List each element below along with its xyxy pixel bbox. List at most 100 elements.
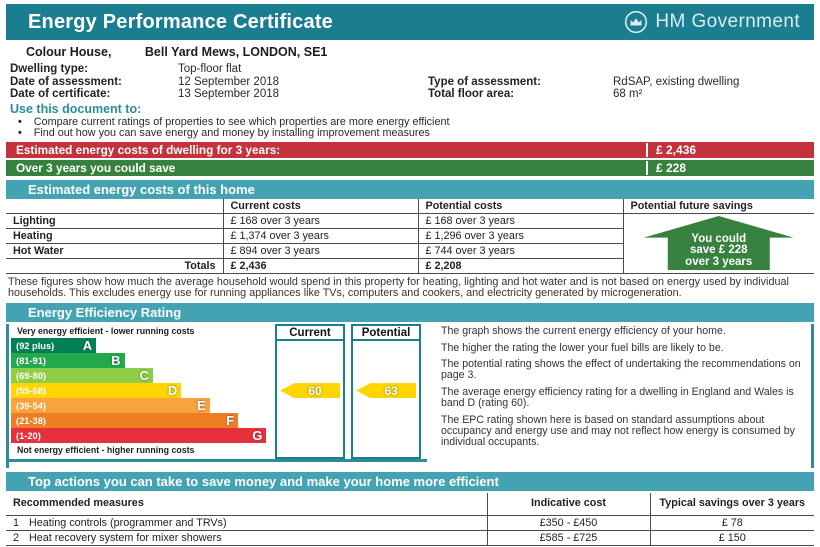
epc-band-e: (39-54) E <box>11 398 210 414</box>
costs-explanation-note: These figures show how much the average … <box>8 275 789 299</box>
crown-icon <box>624 10 648 34</box>
rating-section-body: Very energy efficient - lower running co… <box>6 324 814 469</box>
savings-house-badge: You could save £ 228 over 3 years <box>643 216 794 270</box>
floor-area-label: Total floor area: <box>428 88 515 100</box>
scale-label-top: Very energy efficient - lower running co… <box>17 326 195 337</box>
cost-row-label: Hot Water <box>6 243 223 259</box>
page-title: Energy Performance Certificate <box>28 10 334 33</box>
scale-label-bottom: Not energy efficient - higher running co… <box>17 445 195 456</box>
measure-saving: £ 78 <box>649 515 814 531</box>
use-document-bullets: Compare current ratings of properties to… <box>6 116 814 140</box>
current-rating-column: Current 60 <box>275 324 345 460</box>
epc-band-a: (92 plus) A <box>11 338 97 354</box>
potential-column-header: Potential <box>353 326 419 342</box>
assessment-date-label: Date of assessment: <box>10 75 122 88</box>
estimated-costs-banner: Estimated energy costs of dwelling for 3… <box>6 141 814 158</box>
bullet-item: Find out how you can save energy and mon… <box>16 127 814 140</box>
epc-band-f: (21-38) F <box>11 413 239 429</box>
typical-savings-header: Typical savings over 3 years <box>649 493 814 516</box>
potential-rating-value: 63 <box>384 383 398 398</box>
cost-table-header-potential: Potential costs <box>417 198 623 214</box>
dwelling-type-value: Top-floor flat <box>178 63 242 75</box>
measure-number: 1 <box>13 516 20 529</box>
measure-name: 1 Heating controls (programmer and TRVs) <box>6 515 487 531</box>
assessment-date-value: 12 September 2018 <box>178 75 280 88</box>
cost-row-totals: Totals £ 2,436 £ 2,208 <box>6 258 814 274</box>
house-text-line: over 3 years <box>685 255 753 268</box>
current-column-header: Current <box>277 326 343 342</box>
cost-current-value: £ 168 over 3 years <box>222 213 418 229</box>
measures-header: Recommended measures <box>6 493 487 516</box>
cost-table-header-row: Current costs Potential costs Potential … <box>6 198 814 214</box>
savings-label: Over 3 years you could save <box>16 160 176 175</box>
savings-banner: Over 3 years you could save £ 228 <box>6 159 814 176</box>
cost-row-label: Lighting <box>6 213 223 229</box>
certificate-date-label: Date of certificate: <box>10 88 111 100</box>
cost-table-header-current: Current costs <box>222 198 418 214</box>
property-address: Colour House, Bell Yard Mews, LONDON, SE… <box>6 45 814 60</box>
cost-row-heating: Heating £ 1,374 over 3 years £ 1,296 ove… <box>6 228 814 244</box>
totals-potential-value: £ 2,208 <box>417 258 623 274</box>
energy-efficiency-chart: Very energy efficient - lower running co… <box>9 324 427 463</box>
savings-value: £ 228 <box>646 160 814 175</box>
epc-bands: (92 plus) A (81-91) B (69-80) C (55-68) … <box>11 338 269 444</box>
rating-paragraph: The graph shows the current energy effic… <box>441 325 726 338</box>
potential-rating-column: Potential 63 <box>351 324 421 460</box>
rating-paragraph: The average energy efficiency rating for… <box>441 385 794 410</box>
estimated-costs-label: Estimated energy costs of dwelling for 3… <box>16 142 281 157</box>
rating-explanation: The graph shows the current energy effic… <box>427 324 811 468</box>
certificate-date-value: 13 September 2018 <box>178 88 280 100</box>
rating-section-heading: Energy Efficiency Rating <box>6 303 814 323</box>
epc-band-d: (55-68) D <box>11 383 182 399</box>
potential-rating-pointer: 63 <box>356 383 416 399</box>
cost-potential-value: £ 168 over 3 years <box>417 213 623 229</box>
measure-name: 2 Heat recovery system for mixer showers <box>6 530 487 546</box>
cost-potential-value: £ 744 over 3 years <box>417 243 623 259</box>
measure-cost: £350 - £450 <box>486 515 650 531</box>
assessment-type-value: RdSAP, existing dwelling <box>613 75 740 88</box>
house-text-line: You could <box>691 232 747 245</box>
bullet-item: Compare current ratings of properties to… <box>16 116 814 129</box>
measure-cost: £585 - £725 <box>486 530 650 546</box>
rating-paragraph: The potential rating shows the effect of… <box>441 357 801 382</box>
measure-row: 1 Heating controls (programmer and TRVs) … <box>6 515 814 531</box>
totals-current-value: £ 2,436 <box>222 258 418 274</box>
measure-number: 2 <box>13 531 20 544</box>
energy-costs-table: Current costs Potential costs Potential … <box>6 198 814 274</box>
dwelling-type-label: Dwelling type: <box>10 63 88 75</box>
cost-row-lighting: Lighting £ 168 over 3 years £ 168 over 3… <box>6 213 814 274</box>
epc-band-g: (1-20) G <box>11 428 267 444</box>
totals-label: Totals <box>6 258 223 274</box>
cost-current-value: £ 894 over 3 years <box>222 243 418 259</box>
measure-saving: £ 150 <box>649 530 814 546</box>
address-part-1: Colour House, <box>26 45 112 59</box>
hm-government-logo: HM Government <box>624 10 800 34</box>
costs-section-heading: Estimated energy costs of this home <box>6 179 814 199</box>
current-rating-value: 60 <box>308 383 322 398</box>
estimated-costs-value: £ 2,436 <box>646 142 814 157</box>
house-text-line: save £ 228 <box>689 244 748 256</box>
assessment-type-label: Type of assessment: <box>428 75 541 88</box>
rating-paragraph: The EPC rating shown here is based on st… <box>441 413 795 449</box>
rating-paragraph: The higher the rating the lower your fue… <box>441 341 724 354</box>
recommended-measures-table: Recommended measures Indicative cost Typ… <box>6 493 814 546</box>
epc-band-c: (69-80) C <box>11 368 153 384</box>
actions-section-heading: Top actions you can take to save money a… <box>6 472 814 492</box>
floor-area-value: 68 m² <box>613 88 643 100</box>
current-rating-pointer: 60 <box>280 383 340 399</box>
use-document-heading: Use this document to: <box>10 101 142 116</box>
indicative-cost-header: Indicative cost <box>486 493 650 516</box>
cost-row-hot-water: Hot Water £ 894 over 3 years £ 744 over … <box>6 243 814 259</box>
address-part-2: Bell Yard Mews, LONDON, SE1 <box>144 45 328 59</box>
government-label: HM Government <box>655 11 800 32</box>
actions-table-header-row: Recommended measures Indicative cost Typ… <box>6 493 814 516</box>
savings-house-cell: You could save £ 228 over 3 years <box>622 213 814 274</box>
cost-current-value: £ 1,374 over 3 years <box>222 228 418 244</box>
measure-row: 2 Heat recovery system for mixer showers … <box>6 530 814 546</box>
header-banner: Energy Performance Certificate HM Govern… <box>6 4 814 40</box>
cost-table-header-savings: Potential future savings <box>622 198 814 214</box>
epc-band-b: (81-91) B <box>11 353 125 369</box>
cost-table-header-blank <box>6 198 223 214</box>
property-details: Dwelling type: Top-floor flat Date of as… <box>6 63 814 101</box>
